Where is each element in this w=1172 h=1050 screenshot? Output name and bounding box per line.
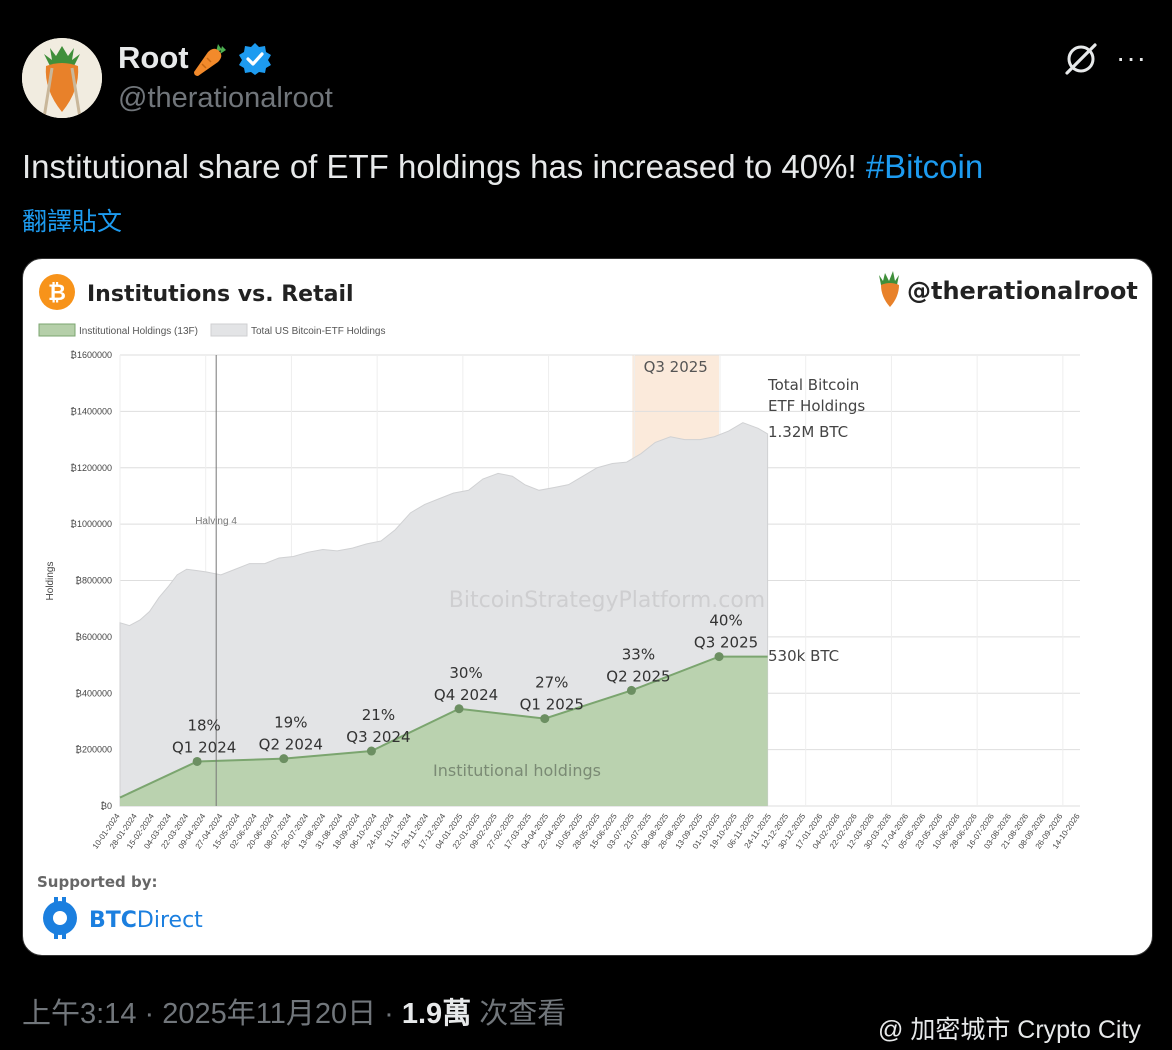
chart-title: Institutions vs. Retail: [87, 282, 354, 307]
quarter-marker: [540, 714, 550, 724]
more-options-icon[interactable]: ···: [1116, 42, 1147, 73]
quarter-marker: [279, 754, 289, 764]
y-tick-label: ₿1200000: [70, 463, 112, 473]
svg-text:₿: ₿: [48, 280, 66, 305]
y-tick-label: ₿1400000: [70, 406, 112, 416]
author-name[interactable]: Root: [118, 40, 189, 75]
hashtag-link[interactable]: #Bitcoin: [865, 148, 984, 185]
chart-brand-handle: @therationalroot: [907, 277, 1138, 305]
q3-highlight-label: Q3 2025: [644, 358, 708, 376]
verified-badge-icon[interactable]: [238, 42, 272, 76]
sponsor-label: Supported by:: [37, 873, 157, 891]
quarter-marker: [626, 685, 636, 695]
legend-swatch-institutional: [38, 323, 76, 337]
tweet-media-chart[interactable]: ₿ Institutions vs. Retail @therationalro…: [22, 258, 1153, 956]
y-axis-label: Holdings: [45, 562, 56, 601]
legend-label-institutional: Institutional Holdings (13F): [79, 326, 198, 337]
author-avatar[interactable]: [22, 38, 102, 118]
quarter-name-label: Q2 2024: [259, 736, 323, 754]
quarter-name-label: Q3 2025: [694, 634, 758, 652]
y-tick-label: ₿200000: [75, 745, 112, 755]
quarter-name-label: Q4 2024: [434, 686, 498, 704]
source-watermark: @ 加密城市 Crypto City: [878, 1016, 1141, 1044]
total-label-line1: Total Bitcoin: [767, 376, 859, 394]
legend-label-total: Total US Bitcoin-ETF Holdings: [251, 326, 386, 337]
sponsor-brand: BTCDirect: [89, 908, 203, 933]
y-tick-label: ₿0: [100, 801, 112, 811]
halving-label: Halving 4: [195, 516, 237, 527]
y-tick-label: ₿400000: [75, 688, 112, 698]
quarter-name-label: Q3 2024: [346, 728, 410, 746]
quarter-pct-label: 19%: [274, 714, 307, 732]
series-institutional-area: [120, 656, 768, 806]
total-label-line2: ETF Holdings: [768, 397, 865, 415]
y-tick-label: ₿1600000: [70, 350, 112, 360]
translate-post-link[interactable]: 翻譯貼文: [22, 208, 123, 236]
legend-swatch-total: [210, 323, 248, 337]
total-value-label: 1.32M BTC: [768, 423, 848, 441]
tweet-text: Institutional share of ETF holdings has …: [22, 148, 983, 186]
y-tick-label: ₿600000: [75, 632, 112, 642]
institutional-area-label: Institutional holdings: [433, 761, 601, 780]
chart-svg: ₿ Institutions vs. Retail @therationalro…: [37, 271, 1138, 939]
quarter-name-label: Q2 2025: [606, 667, 670, 685]
quarter-marker: [454, 704, 464, 714]
bitcoin-logo-icon: ₿: [39, 274, 75, 310]
quarter-name-label: Q1 2024: [172, 738, 236, 756]
chart-watermark: BitcoinStrategyPlatform.com: [449, 588, 765, 613]
carrot-emoji-icon: [192, 42, 228, 78]
y-tick-label: ₿800000: [75, 576, 112, 586]
tweet-body: Institutional share of ETF holdings has …: [22, 148, 866, 185]
tweet-timestamp[interactable]: 上午3:14 · 2025年11月20日 · 1.9萬 次查看: [22, 990, 566, 1032]
quarter-pct-label: 33%: [622, 645, 655, 663]
quarter-pct-label: 18%: [187, 716, 220, 734]
views-label: 次查看: [471, 998, 567, 1030]
quarter-marker: [192, 756, 202, 766]
grok-icon[interactable]: [1062, 40, 1100, 78]
quarter-marker: [366, 746, 376, 756]
author-handle[interactable]: @therationalroot: [118, 82, 333, 114]
quarter-marker: [714, 652, 724, 662]
quarter-pct-label: 21%: [362, 706, 395, 724]
btcdirect-logo-icon: [43, 897, 77, 939]
views-count: 1.9萬: [401, 998, 472, 1030]
quarter-pct-label: 40%: [709, 612, 742, 630]
y-tick-label: ₿1000000: [70, 519, 112, 529]
quarter-name-label: Q1 2025: [520, 696, 584, 714]
institutional-value-label: 530k BTC: [768, 647, 839, 665]
timestamp-text[interactable]: 上午3:14 · 2025年11月20日 ·: [22, 998, 402, 1030]
quarter-pct-label: 30%: [449, 664, 482, 682]
quarter-pct-label: 27%: [535, 674, 568, 692]
carrot-logo-icon: [879, 271, 899, 307]
